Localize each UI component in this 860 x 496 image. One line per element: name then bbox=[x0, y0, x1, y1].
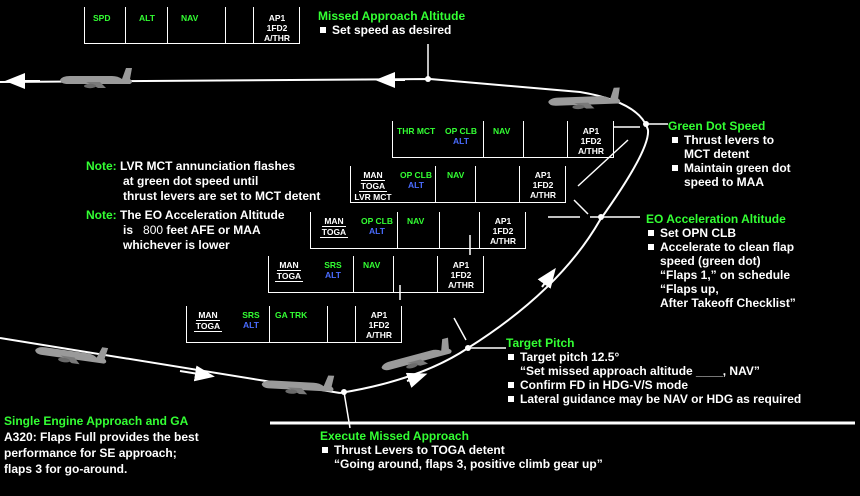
fma-lvr-vertical: OP CLB ALT bbox=[400, 170, 432, 190]
single-engine-note: Single Engine Approach and GA A320: Flap… bbox=[4, 414, 199, 476]
green-dot-speed-title: Green Dot Speed bbox=[668, 119, 766, 133]
target-pitch-title: Target Pitch bbox=[506, 336, 575, 350]
missed-approach-altitude-title: Missed Approach Altitude bbox=[318, 9, 466, 23]
fma-srs-ap: AP1 1FD2 A/THR bbox=[448, 260, 474, 290]
fma-eo-vertical: OP CLB ALT bbox=[361, 216, 393, 236]
aircraft-climb-icon bbox=[378, 337, 454, 376]
fma-ga-vertical: SRS ALT bbox=[242, 310, 260, 330]
fma-eo-thrust: MAN TOGA bbox=[319, 216, 349, 238]
climb-path bbox=[0, 77, 650, 394]
fma-thr-lateral: NAV bbox=[493, 126, 511, 136]
fma-ga: MAN TOGA SRS ALT GA TRK AP1 1FD2 A/THR bbox=[186, 306, 402, 343]
fma-lvr-lateral: NAV bbox=[447, 170, 465, 180]
green-dot-speed-callout: Green Dot Speed Thrust levers to MCT det… bbox=[668, 119, 791, 189]
fma-eo-ap: AP1 1FD2 A/THR bbox=[490, 216, 516, 246]
fma-srs-vertical: SRS ALT bbox=[324, 260, 342, 280]
fma-lvr-mct: MAN TOGA LVR MCT OP CLB ALT NAV AP1 1FD2 A/… bbox=[350, 166, 566, 203]
fma-top: SPD ALT NAV AP1 1FD2 A/THR bbox=[84, 7, 300, 44]
aircraft-departing-icon bbox=[60, 68, 132, 89]
fma-srs-thrust: MAN TOGA bbox=[274, 260, 304, 282]
single-engine-title: Single Engine Approach and GA bbox=[4, 414, 189, 428]
note-lvr-mct: Note: LVR MCT annunciation flashes at gr… bbox=[86, 159, 321, 203]
missed-approach-altitude-item: Set speed as desired bbox=[318, 23, 465, 37]
fma-top-ap: AP1 1FD2 A/THR bbox=[264, 13, 290, 43]
target-pitch-callout: Target Pitch Target pitch 12.5° “Set mis… bbox=[506, 336, 802, 406]
fma-top-lateral: NAV bbox=[181, 13, 199, 23]
eo-acceleration-title: EO Acceleration Altitude bbox=[646, 212, 786, 226]
execute-missed-approach-callout: Execute Missed Approach Thrust Levers to… bbox=[320, 429, 603, 471]
eo-acceleration-callout: EO Acceleration Altitude Set OPN CLB Acc… bbox=[646, 212, 796, 310]
missed-approach-altitude-callout: Missed Approach Altitude Set speed as de… bbox=[318, 9, 465, 37]
fma-eo-lateral: NAV bbox=[407, 216, 425, 226]
note-eo-accel-altitude: Note: The EO Acceleration Altitude is 80… bbox=[86, 208, 285, 252]
execute-missed-approach-title: Execute Missed Approach bbox=[320, 429, 469, 443]
fma-thr-mct: THR MCT OP CLB ALT NAV AP1 1FD2 A/THR bbox=[392, 121, 614, 158]
fma-eo: MAN TOGA OP CLB ALT NAV AP1 1FD2 A/THR bbox=[310, 212, 526, 249]
fma-srs-lateral: NAV bbox=[363, 260, 381, 270]
fma-lvr-ap: AP1 1FD2 A/THR bbox=[530, 170, 556, 200]
fma-thr-vertical: OP CLB ALT bbox=[445, 126, 477, 146]
fma-ga-lateral: GA TRK bbox=[275, 310, 308, 320]
fma-ga-ap: AP1 1FD2 A/THR bbox=[366, 310, 392, 340]
aircraft-goaround-icon bbox=[261, 372, 335, 396]
fma-ga-thrust: MAN TOGA bbox=[193, 310, 223, 332]
fma-top-speed: SPD bbox=[93, 13, 111, 23]
fma-srs: MAN TOGA SRS ALT NAV AP1 1FD2 A/THR bbox=[268, 256, 484, 293]
fma-thr-ap: AP1 1FD2 A/THR bbox=[578, 126, 604, 156]
fma-thr-label: THR MCT bbox=[397, 126, 436, 136]
fma-lvr-thrust: MAN TOGA LVR MCT bbox=[354, 170, 392, 202]
fma-top-vertical: ALT bbox=[139, 13, 155, 23]
